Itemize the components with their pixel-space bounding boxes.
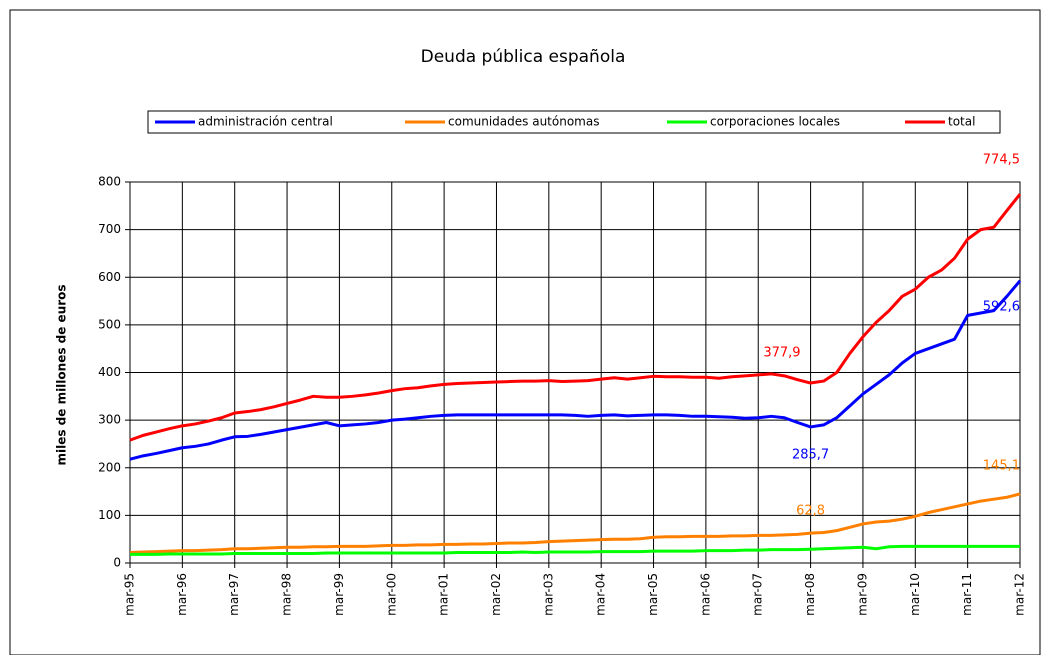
series-line: [129, 492, 1021, 555]
value-label: 592,6: [983, 299, 1020, 314]
legend-label: total: [948, 115, 975, 129]
value-label: 145,1: [983, 458, 1020, 473]
y-tick-label: 700: [98, 222, 121, 236]
y-tick-label: 0: [113, 556, 121, 570]
series-line: [129, 193, 1022, 442]
value-label: 377,9: [763, 346, 800, 361]
x-tick-label: mar-03: [541, 573, 555, 616]
y-tick-label: 400: [98, 365, 121, 379]
x-tick-label: mar-02: [489, 573, 503, 616]
x-tick-label: mar-11: [960, 573, 974, 616]
x-tick-label: mar-05: [646, 573, 660, 616]
value-label: 285,7: [792, 447, 829, 462]
x-tick-label: mar-01: [437, 573, 451, 616]
series-line: [130, 544, 1020, 556]
chart-frame: [9, 9, 1041, 655]
x-tick-label: mar-06: [698, 573, 712, 616]
legend-label: comunidades autónomas: [448, 115, 599, 129]
x-tick-label: mar-99: [332, 573, 346, 616]
x-tick-label: mar-09: [855, 573, 869, 616]
x-tick-label: mar-08: [803, 573, 817, 616]
y-tick-label: 300: [98, 413, 121, 427]
x-tick-label: mar-12: [1013, 573, 1027, 616]
x-tick-label: mar-10: [908, 573, 922, 616]
y-tick-label: 200: [98, 460, 121, 474]
x-tick-label: mar-07: [751, 573, 765, 616]
y-tick-label: 800: [98, 175, 121, 189]
y-tick-label: 600: [98, 270, 121, 284]
x-tick-label: mar-04: [594, 573, 608, 616]
y-tick-label: 500: [98, 317, 121, 331]
value-label: 774,5: [983, 153, 1020, 168]
y-axis-label: miles de millones de euros: [55, 284, 69, 465]
legend-label: corporaciones locales: [710, 115, 840, 129]
chart-title: Deuda pública española: [421, 47, 626, 67]
x-tick-label: mar-98: [280, 573, 294, 616]
x-tick-label: mar-96: [175, 573, 189, 616]
x-tick-label: mar-95: [123, 573, 137, 616]
legend-box: [147, 110, 1001, 134]
value-label: 62,8: [796, 504, 825, 519]
y-tick-label: 100: [98, 508, 121, 522]
series-line: [129, 279, 1022, 461]
legend-label: administración central: [198, 115, 333, 129]
x-tick-label: mar-97: [227, 573, 241, 616]
x-tick-label: mar-00: [384, 573, 398, 616]
plot-frame: [129, 181, 1021, 564]
